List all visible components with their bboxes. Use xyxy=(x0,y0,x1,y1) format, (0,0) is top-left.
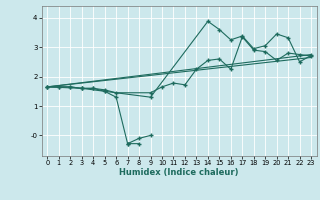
X-axis label: Humidex (Indice chaleur): Humidex (Indice chaleur) xyxy=(119,168,239,177)
